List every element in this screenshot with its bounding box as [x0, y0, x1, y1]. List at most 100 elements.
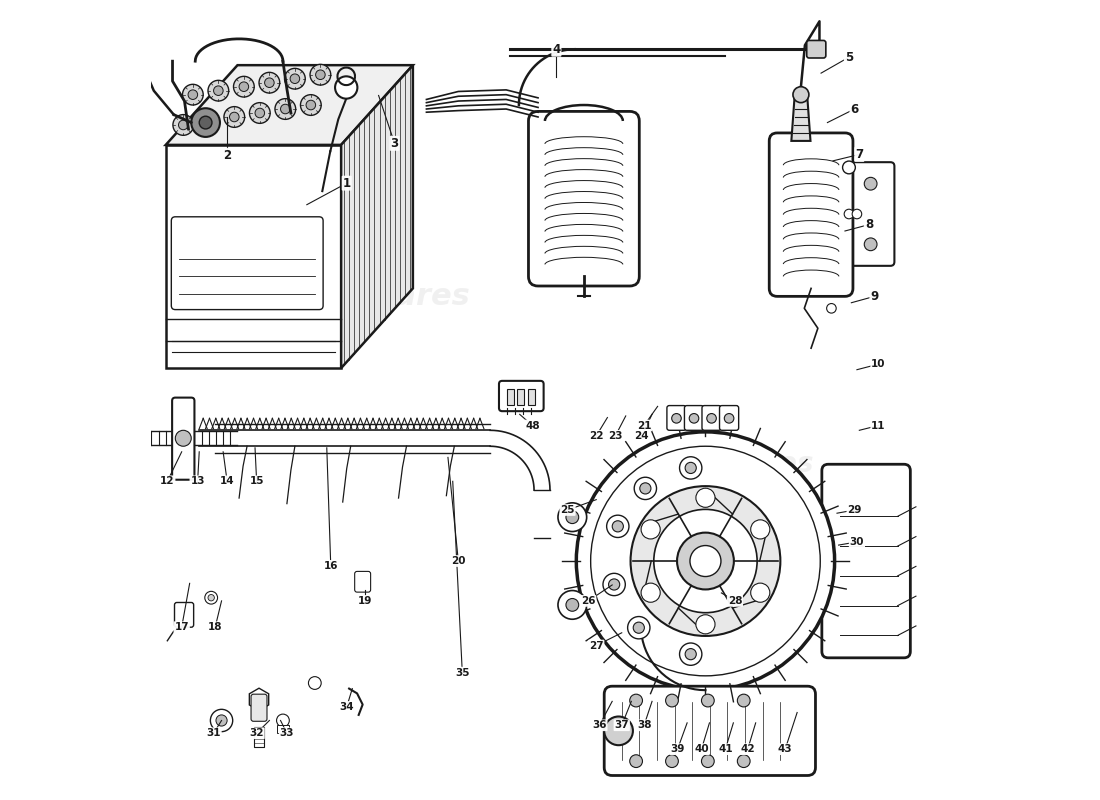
Circle shape — [685, 649, 696, 660]
FancyBboxPatch shape — [769, 133, 852, 296]
Text: 2: 2 — [223, 149, 231, 162]
Circle shape — [336, 76, 358, 98]
Text: eurospares: eurospares — [278, 282, 471, 311]
Text: 31: 31 — [207, 728, 221, 738]
Circle shape — [635, 478, 657, 499]
Circle shape — [576, 432, 835, 690]
Bar — [166, 145, 341, 368]
Circle shape — [843, 161, 856, 174]
FancyBboxPatch shape — [684, 406, 704, 430]
Circle shape — [183, 84, 204, 105]
Polygon shape — [341, 65, 412, 368]
Circle shape — [173, 114, 194, 135]
Circle shape — [285, 68, 306, 89]
Circle shape — [213, 86, 223, 95]
FancyBboxPatch shape — [604, 686, 815, 775]
Circle shape — [685, 462, 696, 474]
Circle shape — [629, 694, 642, 707]
Text: 6: 6 — [850, 102, 859, 115]
Text: 3: 3 — [390, 137, 398, 150]
Text: 19: 19 — [358, 596, 372, 606]
Text: 38: 38 — [637, 720, 651, 730]
Circle shape — [205, 591, 218, 604]
Circle shape — [852, 210, 861, 218]
Circle shape — [724, 414, 734, 423]
FancyBboxPatch shape — [719, 406, 739, 430]
Circle shape — [591, 446, 821, 676]
Circle shape — [696, 614, 715, 634]
Circle shape — [750, 583, 770, 602]
Text: 42: 42 — [740, 744, 755, 754]
Text: 11: 11 — [871, 421, 886, 430]
Text: 28: 28 — [728, 596, 743, 606]
Text: 23: 23 — [608, 431, 623, 441]
Circle shape — [255, 108, 265, 118]
Circle shape — [233, 76, 254, 97]
Circle shape — [198, 110, 219, 131]
Circle shape — [641, 520, 660, 539]
Polygon shape — [166, 65, 412, 145]
Circle shape — [290, 74, 299, 83]
FancyBboxPatch shape — [837, 162, 894, 266]
Text: 14: 14 — [220, 476, 234, 486]
Circle shape — [210, 710, 233, 732]
FancyBboxPatch shape — [354, 571, 371, 592]
Text: 41: 41 — [718, 744, 733, 754]
Circle shape — [230, 112, 239, 122]
Circle shape — [565, 511, 579, 523]
Circle shape — [702, 754, 714, 767]
FancyBboxPatch shape — [822, 464, 911, 658]
Text: 26: 26 — [581, 596, 595, 606]
Circle shape — [672, 414, 681, 423]
Polygon shape — [250, 688, 268, 710]
Text: 21: 21 — [637, 421, 651, 430]
Circle shape — [199, 116, 212, 129]
Circle shape — [300, 94, 321, 115]
Text: 1: 1 — [342, 177, 351, 190]
Circle shape — [690, 546, 721, 577]
Circle shape — [204, 116, 213, 126]
Text: 43: 43 — [778, 744, 792, 754]
Circle shape — [630, 486, 780, 636]
Text: 10: 10 — [871, 359, 886, 369]
Text: 5: 5 — [845, 50, 854, 64]
Circle shape — [737, 754, 750, 767]
Circle shape — [696, 488, 715, 507]
FancyBboxPatch shape — [702, 406, 722, 430]
Circle shape — [680, 457, 702, 479]
Circle shape — [558, 590, 586, 619]
Circle shape — [603, 574, 625, 596]
Circle shape — [680, 643, 702, 666]
Circle shape — [265, 78, 274, 87]
Text: 17: 17 — [175, 622, 189, 632]
Circle shape — [250, 102, 271, 123]
Circle shape — [208, 80, 229, 101]
Circle shape — [276, 714, 289, 727]
Circle shape — [224, 106, 244, 127]
FancyBboxPatch shape — [528, 111, 639, 286]
Circle shape — [634, 622, 645, 634]
Text: 22: 22 — [588, 431, 604, 441]
Text: 13: 13 — [190, 476, 205, 486]
Circle shape — [865, 238, 877, 250]
Circle shape — [676, 533, 734, 590]
Text: 34: 34 — [340, 702, 354, 712]
Circle shape — [750, 520, 770, 539]
Text: 37: 37 — [615, 720, 629, 730]
Bar — [277, 726, 288, 734]
Circle shape — [641, 583, 660, 602]
Circle shape — [844, 210, 854, 218]
FancyBboxPatch shape — [667, 406, 686, 430]
Circle shape — [613, 521, 624, 532]
Circle shape — [316, 70, 326, 79]
Circle shape — [629, 754, 642, 767]
Text: 35: 35 — [455, 668, 470, 678]
Text: 15: 15 — [250, 476, 264, 486]
Text: 9: 9 — [870, 290, 879, 303]
Text: 36: 36 — [592, 720, 607, 730]
Text: 12: 12 — [161, 476, 175, 486]
FancyBboxPatch shape — [175, 602, 194, 627]
Circle shape — [188, 90, 198, 99]
Circle shape — [280, 104, 290, 114]
Circle shape — [308, 677, 321, 690]
